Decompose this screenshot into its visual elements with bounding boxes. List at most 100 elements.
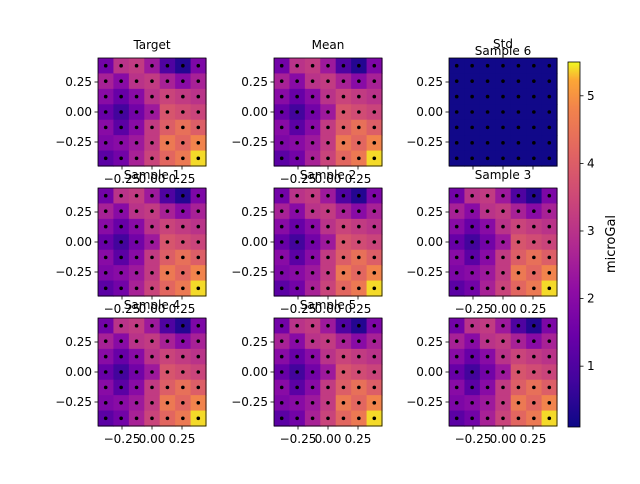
station-dot <box>357 401 361 405</box>
station-dot <box>119 141 123 145</box>
station-dot <box>150 354 154 359</box>
station-dot <box>326 240 330 244</box>
station-dot <box>119 125 123 130</box>
station-dot <box>326 271 330 275</box>
colorbar-tick-label: 2 <box>587 292 595 306</box>
station-dot <box>103 193 108 198</box>
station-dot <box>279 63 284 68</box>
station-dot <box>532 271 536 275</box>
station-dot <box>532 110 536 114</box>
station-dot <box>119 94 123 99</box>
station-dot <box>181 240 185 244</box>
station-dot <box>165 385 170 390</box>
station-dot <box>547 385 552 390</box>
station-dot <box>310 286 315 291</box>
y-tick-label: 0.25 <box>241 75 268 89</box>
station-dot <box>547 339 552 343</box>
y-tick-label: −0.25 <box>231 265 268 279</box>
station-dot <box>279 286 284 291</box>
station-dot <box>357 416 361 421</box>
station-dot <box>165 209 170 213</box>
station-dot <box>470 416 474 421</box>
colorbar-gradient <box>567 61 581 428</box>
station-dot <box>326 63 330 68</box>
station-dot <box>532 255 536 260</box>
station-dot <box>295 141 299 145</box>
station-dot <box>454 156 459 161</box>
station-dot <box>485 385 490 390</box>
station-dot <box>279 193 284 198</box>
x-tick-label: 0.00 <box>315 302 342 316</box>
station-dot <box>103 209 108 213</box>
station-dot <box>501 79 505 83</box>
station-dot <box>470 339 474 343</box>
station-dot <box>196 339 201 343</box>
station-dot <box>341 79 346 83</box>
station-dot <box>485 193 490 198</box>
station-dot <box>454 193 459 198</box>
station-dot <box>150 224 154 229</box>
station-dot <box>485 255 490 260</box>
station-dot <box>372 370 377 374</box>
y-tick-label: 0.00 <box>241 235 268 249</box>
station-dot <box>532 125 536 130</box>
x-tick-label: −0.25 <box>280 432 317 446</box>
station-dot <box>181 354 185 359</box>
station-dot <box>485 401 490 405</box>
station-dot <box>165 370 170 374</box>
station-dot <box>516 63 521 68</box>
panel-grid: 0.250.00−0.25−0.250.00 0.25Target0.250.00… <box>55 37 558 446</box>
station-dot <box>341 323 346 328</box>
station-dot <box>150 110 154 114</box>
y-tick-label: 0.25 <box>65 75 92 89</box>
station-dot <box>516 110 521 114</box>
x-tick-label: −0.25 <box>455 432 492 446</box>
station-dot <box>310 354 315 359</box>
station-dot <box>181 339 185 343</box>
station-dot <box>485 141 490 145</box>
station-dot <box>295 125 299 130</box>
station-dot <box>119 401 123 405</box>
station-dot <box>119 286 123 291</box>
station-dot <box>470 63 474 68</box>
x-tick-label: 0.25 <box>345 302 372 316</box>
station-dot <box>103 271 108 275</box>
station-dot <box>501 401 505 405</box>
station-dot <box>165 141 170 145</box>
station-dot <box>341 401 346 405</box>
station-dot <box>181 156 185 161</box>
station-dot <box>103 255 108 260</box>
station-dot <box>516 385 521 390</box>
station-dot <box>547 286 552 291</box>
station-dot <box>165 110 170 114</box>
station-dot <box>310 110 315 114</box>
y-tick-label: −0.25 <box>55 265 92 279</box>
panel-title: Std <box>493 37 513 51</box>
station-dot <box>165 156 170 161</box>
station-dot <box>181 141 185 145</box>
station-dot <box>547 110 552 114</box>
station-dot <box>196 156 201 161</box>
station-dot <box>372 271 377 275</box>
y-tick-label: 0.25 <box>65 335 92 349</box>
x-tick-label: 0.25 <box>345 172 372 186</box>
station-dot <box>501 271 505 275</box>
station-dot <box>150 271 154 275</box>
y-tick-label: −0.25 <box>55 395 92 409</box>
panel-title: Sample 3 <box>475 168 531 182</box>
station-dot <box>310 156 315 161</box>
panel-title: Mean <box>312 38 345 52</box>
station-dot <box>357 224 361 229</box>
station-dot <box>196 370 201 374</box>
station-dot <box>357 141 361 145</box>
station-dot <box>310 125 315 130</box>
panel-title: Sample 1 <box>124 168 180 182</box>
station-dot <box>279 110 284 114</box>
station-dot <box>150 255 154 260</box>
station-dot <box>547 416 552 421</box>
station-dot <box>103 354 108 359</box>
x-tick-label: −0.25 <box>280 172 317 186</box>
colorbar-tick-label: 5 <box>587 89 595 103</box>
station-dot <box>181 94 185 99</box>
station-dot <box>279 94 284 99</box>
